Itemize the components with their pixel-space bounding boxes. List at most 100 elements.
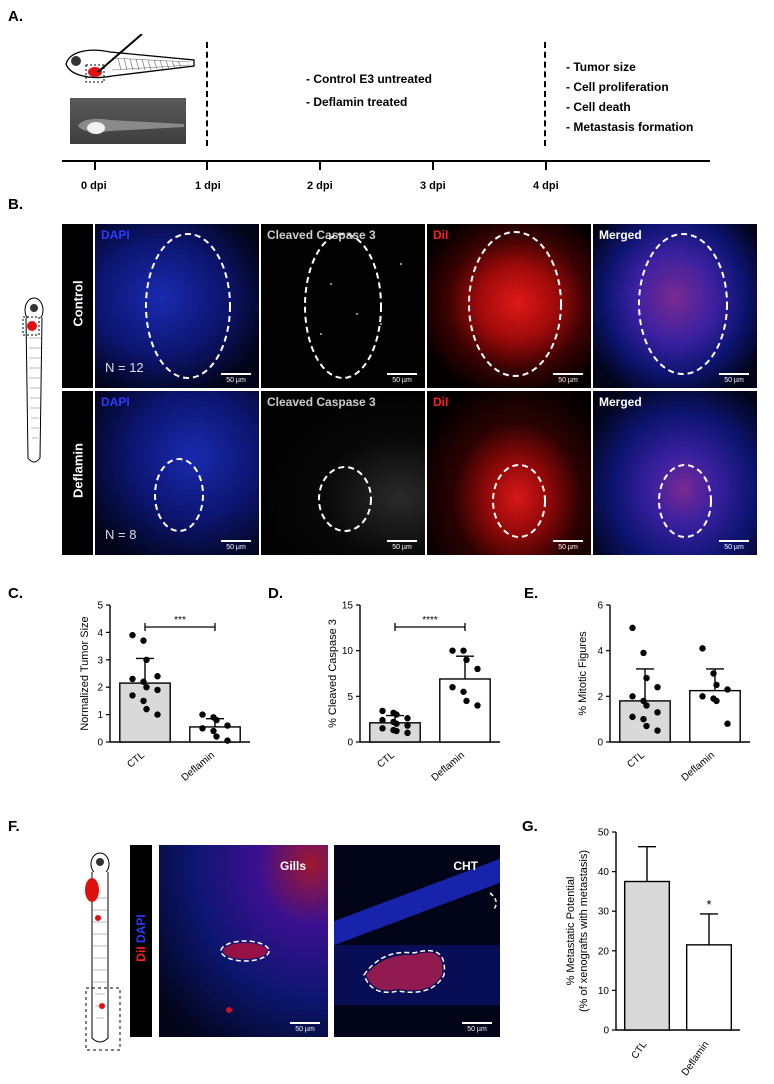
significance-label: *: [706, 897, 711, 912]
micrograph-deflamin-caspase: Cleaved Caspase 3 50 µm: [261, 391, 425, 555]
significance-label: ***: [174, 615, 186, 626]
readout-cell-proliferation: - Cell proliferation: [566, 80, 669, 94]
scale-bar: 50 µm: [290, 1022, 320, 1033]
y-tick-label: 3: [97, 655, 103, 666]
data-point: [629, 624, 636, 632]
data-point: [140, 678, 147, 685]
data-point: [213, 716, 220, 724]
scale-bar: 50 µm: [462, 1022, 492, 1033]
y-axis-label-2: (% of xenografts with metastasis): [578, 850, 590, 1012]
readout-tumor-size: - Tumor size: [566, 60, 636, 74]
x-tick-label: CTL: [630, 1039, 650, 1061]
data-point: [449, 684, 456, 691]
data-point: [213, 733, 220, 740]
micrograph-control-dil: DiI 50 µm: [427, 224, 591, 388]
zebrafish-injection-drawing: [65, 34, 195, 83]
data-point: [713, 681, 720, 689]
micrograph-deflamin-dil: DiI 50 µm: [427, 391, 591, 555]
stain-label-dil: DiI: [134, 946, 148, 962]
y-tick-label: 5: [97, 601, 103, 612]
timeline-tick: [94, 160, 96, 170]
y-tick-label: 15: [342, 601, 354, 612]
channel-label-caspase: Cleaved Caspase 3: [267, 228, 376, 242]
data-point: [379, 716, 386, 724]
scale-bar: 50 µm: [553, 540, 583, 551]
data-point: [393, 711, 400, 718]
data-point: [463, 656, 470, 663]
y-tick-label: 20: [598, 946, 610, 957]
data-point: [640, 697, 647, 705]
timeline-divider-1dpi: [206, 42, 208, 146]
data-point: [474, 702, 481, 709]
data-point: [129, 675, 136, 683]
chart-mitotic-figures: 0 2 4 6 % Mitotic Figures CTL Deflamin: [577, 601, 750, 784]
data-point: [724, 720, 731, 727]
data-point: [404, 715, 411, 722]
data-point: [393, 720, 400, 727]
channel-label-merged: Merged: [599, 228, 642, 242]
y-axis-label: Normalized Tumor Size: [79, 616, 91, 730]
data-point: [710, 670, 717, 677]
timeline-label-3dpi: 3 dpi: [420, 180, 446, 192]
data-point: [699, 645, 706, 652]
region-label-gills: Gills: [279, 859, 306, 873]
data-point: [643, 702, 650, 709]
data-point: [640, 715, 647, 723]
data-point: [404, 722, 411, 729]
y-tick-label: 4: [97, 628, 103, 639]
data-point: [654, 709, 661, 716]
sample-size-deflamin: N = 8: [105, 527, 137, 542]
scale-bar: 50 µm: [387, 540, 417, 551]
y-tick-label: 2: [597, 692, 603, 703]
y-tick-label: 10: [342, 646, 354, 657]
data-point: [154, 673, 161, 680]
treatment-control: - Control E3 untreated: [306, 72, 433, 86]
data-point: [463, 697, 470, 705]
data-point: [654, 727, 661, 734]
data-point: [129, 692, 136, 699]
data-point: [460, 688, 467, 695]
scale-bar: 50 µm: [221, 373, 251, 384]
micrograph-control-caspase: Cleaved Caspase 3 50 µm: [261, 224, 425, 388]
sample-size-control: N = 12: [105, 360, 144, 375]
y-tick-label: 0: [97, 738, 103, 749]
panel-label-f: F.: [8, 818, 20, 835]
y-axis-label: % Metastatic Potential: [565, 877, 577, 986]
data-point: [449, 647, 456, 654]
bar-ctl: [119, 682, 171, 743]
data-point: [199, 711, 206, 718]
bar-deflamin: [685, 944, 733, 1031]
timeline-tick: [432, 160, 434, 170]
y-tick-label: 10: [598, 986, 610, 997]
y-tick-label: 0: [597, 738, 603, 749]
micrograph-cht: CHT 50 µm: [334, 845, 500, 1037]
data-point: [713, 697, 720, 705]
panel-label-b: B.: [8, 196, 23, 213]
timeline-divider-4dpi: [544, 42, 546, 146]
x-tick-label: CTL: [375, 750, 397, 771]
panel-label-e: E.: [524, 585, 539, 602]
scale-bar: 50 µm: [387, 373, 417, 384]
data-point: [224, 722, 231, 729]
stain-legend-strip: DiI DAPI: [130, 845, 152, 1037]
data-point: [629, 693, 636, 700]
row-header-control: Control: [62, 224, 93, 388]
readout-metastasis: - Metastasis formation: [566, 120, 694, 134]
timeline-tick: [319, 160, 321, 170]
row-header-deflamin: Deflamin: [62, 391, 93, 555]
data-point: [143, 705, 150, 713]
data-point: [629, 713, 636, 721]
data-point: [154, 711, 161, 718]
y-tick-label: 30: [598, 907, 610, 918]
larva-schematic-icon: [22, 297, 44, 463]
channel-label-caspase: Cleaved Caspase 3: [267, 395, 376, 409]
stain-label-dapi: DAPI: [134, 914, 148, 943]
timeline-label-0dpi: 0 dpi: [81, 180, 107, 192]
data-point: [460, 647, 467, 654]
y-tick-label: 5: [347, 692, 353, 703]
readout-cell-death: - Cell death: [566, 100, 631, 114]
region-label-cht: CHT: [453, 859, 478, 873]
y-tick-label: 40: [598, 867, 610, 878]
data-point: [210, 727, 217, 735]
treatment-deflamin: - Deflamin treated: [306, 95, 408, 109]
